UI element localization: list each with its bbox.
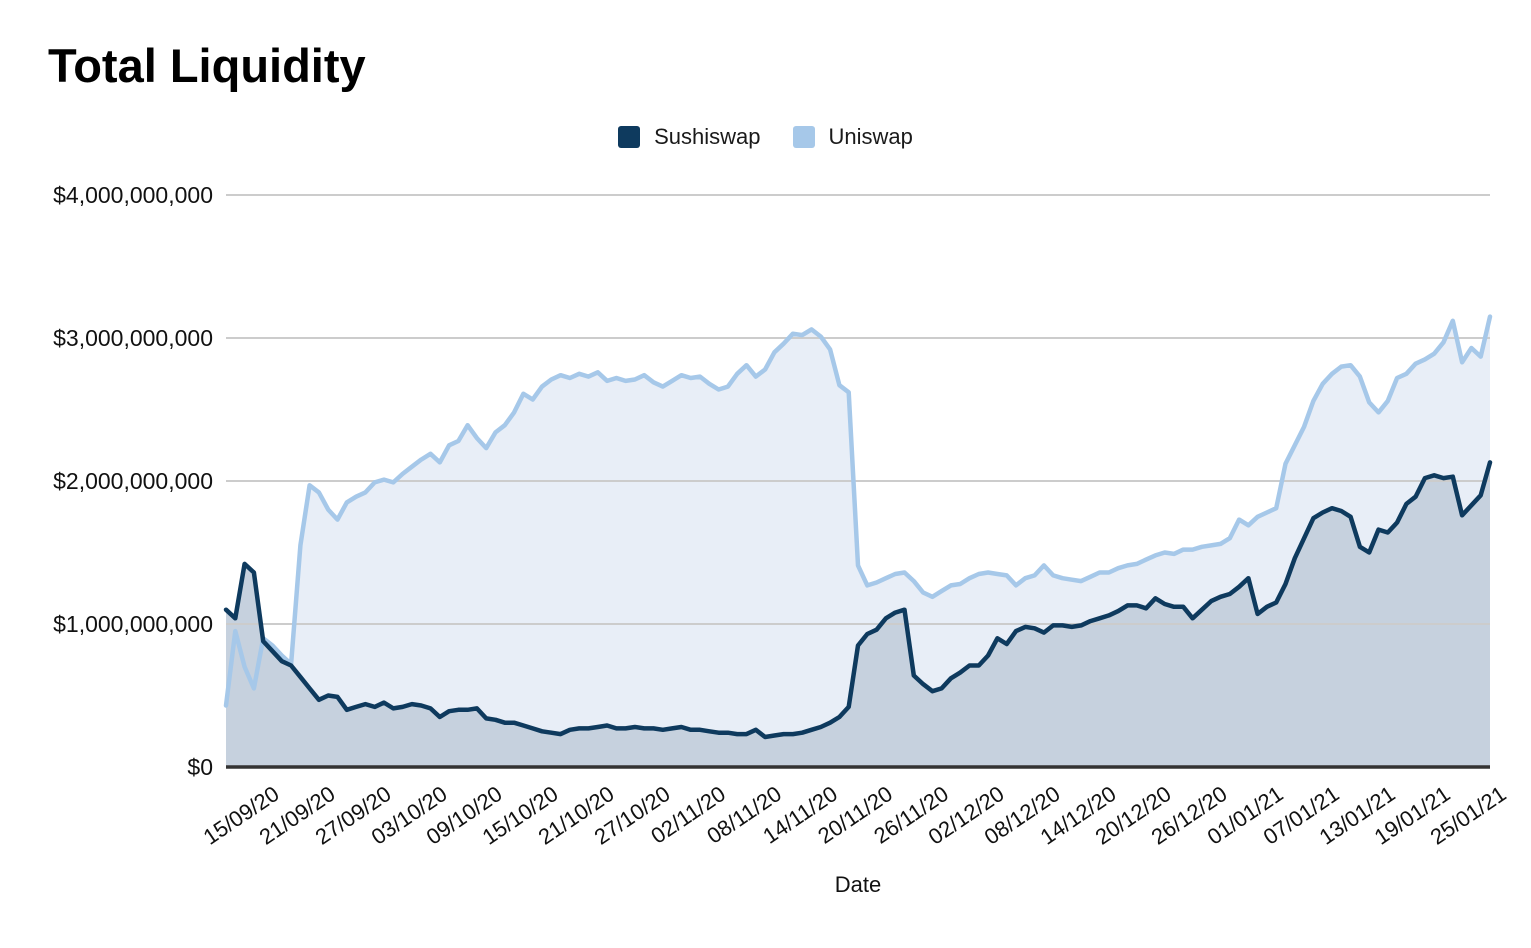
legend: Sushiswap Uniswap (0, 124, 1531, 150)
y-axis-label: $1,000,000,000 (53, 611, 213, 637)
x-axis-title: Date (834, 872, 882, 897)
legend-label-uniswap: Uniswap (828, 124, 913, 149)
y-axis-label: $0 (187, 754, 213, 780)
sushiswap-area (226, 462, 1490, 767)
y-axis-label: $2,000,000,000 (53, 468, 213, 494)
y-axis-label: $4,000,000,000 (53, 182, 213, 208)
sushiswap-swatch-icon (618, 126, 641, 148)
sushiswap-line (223, 460, 1493, 740)
legend-item-uniswap[interactable]: Uniswap (792, 124, 913, 150)
y-axis-label: $3,000,000,000 (53, 325, 213, 351)
legend-label-sushiswap: Sushiswap (654, 124, 761, 149)
legend-item-sushiswap[interactable]: Sushiswap (618, 124, 761, 150)
uniswap-swatch-icon (792, 126, 815, 148)
uniswap-line (223, 314, 1493, 708)
chart-title: Total Liquidity (48, 39, 366, 92)
